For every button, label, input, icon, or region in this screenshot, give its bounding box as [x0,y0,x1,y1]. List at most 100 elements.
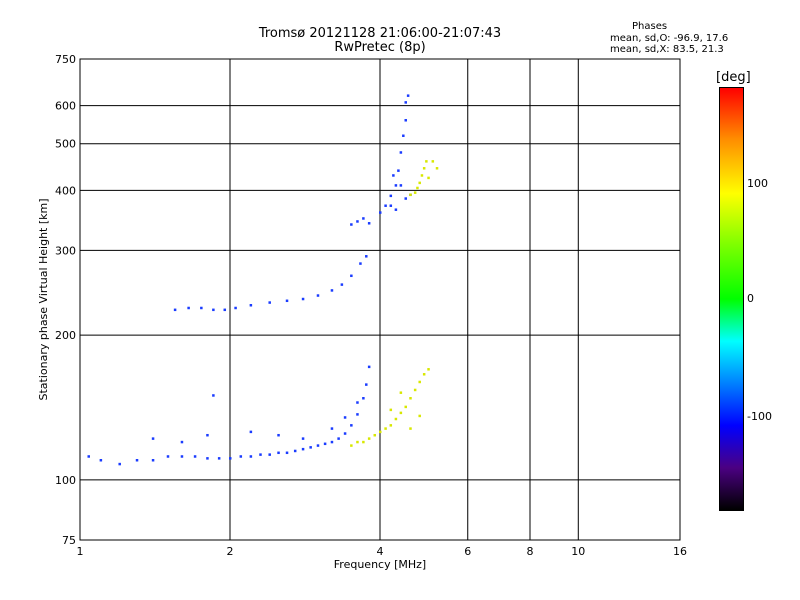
data-point-o [350,424,353,427]
data-point-x [394,417,398,421]
data-point-o [180,455,184,458]
y-tick-label: 400 [55,184,76,197]
data-point-o [337,437,340,440]
data-point-x [416,186,419,190]
phase-info-o: mean, sd,O: -96.9, 17.6 [610,33,729,44]
data-point-o [356,220,359,223]
chart-subtitle: RwPretec (8p) [334,40,426,55]
data-point-o [249,455,253,458]
data-point-x [427,368,430,371]
data-point-o [367,222,371,225]
data-point-o [229,457,232,460]
data-point-x [384,427,387,430]
data-point-o [259,453,262,456]
data-point-o [404,101,407,104]
data-point-o [200,306,203,310]
data-point-o [356,401,359,404]
data-point-o [285,451,289,455]
x-tick-label: 2 [227,545,234,558]
data-point-o [399,184,403,187]
data-point-o [135,458,139,462]
data-point-x [350,444,353,447]
data-point-o [343,416,347,419]
phase-info-x: mean, sd,X: 83.5, 21.3 [610,44,724,55]
data-point-o [343,432,347,435]
x-tick-label: 8 [527,545,534,558]
data-point-o [359,262,362,265]
x-tick-label: 1 [77,545,84,558]
data-point-x [356,440,359,444]
data-point-o [379,211,382,214]
data-point-o [151,458,155,462]
data-point-x [413,388,417,392]
data-point-o [212,394,215,397]
data-point-o [397,169,400,172]
data-point-x [422,167,426,170]
data-point-x [404,405,407,409]
y-tick-label: 600 [55,100,76,113]
data-point-x [409,397,412,400]
data-point-o [249,304,253,307]
data-point-o [217,457,221,460]
data-point-x [409,427,412,430]
data-point-x [362,440,365,444]
data-point-o [173,308,177,312]
data-point-o [389,194,393,198]
data-point-x [427,176,430,180]
data-point-o [394,208,398,211]
data-point-o [392,174,395,177]
data-point-o [118,462,121,466]
data-point-x [373,433,377,437]
data-point-o [389,204,393,207]
data-point-o [330,427,334,430]
data-point-x [422,373,426,376]
y-tick-label: 75 [62,534,76,547]
data-point-o [394,184,398,187]
data-point-o [309,446,312,449]
y-tick-label: 100 [55,474,76,487]
data-point-x [389,408,393,412]
data-point-o [166,455,170,458]
data-point-x [435,167,439,170]
data-point-o [316,444,320,447]
y-tick-label: 300 [55,244,76,257]
data-point-o [350,223,353,226]
data-point-o [193,455,197,458]
data-point-x [413,191,417,194]
data-point-o [268,453,271,456]
data-point-x [379,430,382,434]
data-point-x [409,193,412,197]
data-point-x [367,437,371,440]
y-tick-label: 750 [55,53,76,66]
data-point-o [323,442,327,446]
phase-colorbar [719,87,744,511]
data-point-o [301,437,305,440]
data-point-o [293,449,297,453]
data-point-x [420,174,424,177]
colorbar-unit-label: [deg] [716,70,751,85]
data-point-o [362,217,365,220]
data-point-o [206,433,209,437]
data-point-o [340,283,344,286]
data-point-o [234,306,237,310]
data-point-o [151,437,155,440]
data-point-x [425,160,428,163]
x-tick-label: 4 [377,545,384,558]
data-point-o [399,151,403,154]
x-tick-label: 6 [464,545,471,558]
y-tick-label: 200 [55,329,76,342]
data-point-o [384,204,387,207]
data-point-o [365,255,368,258]
data-point-x [431,160,435,163]
colorbar-tick-label: -100 [747,410,772,423]
y-tick-label: 500 [55,138,76,151]
data-point-o [356,413,359,416]
data-point-x [399,391,403,394]
data-point-o [239,455,243,458]
data-point-x [418,181,421,185]
x-tick-label: 10 [571,545,585,558]
chart-title: Tromsø 20121128 21:06:00-21:07:43 [258,26,502,41]
data-point-o [268,301,271,304]
data-point-o [362,397,365,400]
